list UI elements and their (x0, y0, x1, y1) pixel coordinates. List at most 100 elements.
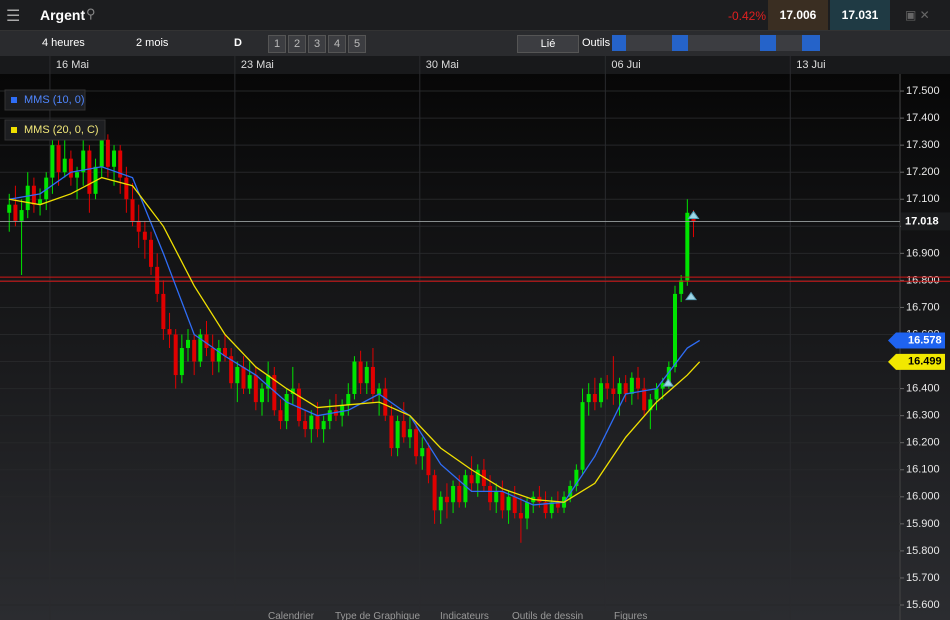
candle-body (358, 361, 363, 384)
candle-body (13, 204, 18, 221)
candle-body (444, 496, 449, 503)
candle-body (407, 429, 412, 438)
slot[interactable]: 3 (308, 35, 326, 53)
candle-body (19, 210, 24, 221)
alert-marker (662, 378, 675, 387)
candle-body (432, 475, 437, 511)
candle-body (494, 491, 499, 503)
menu-icon[interactable]: ☰ (6, 8, 21, 25)
y-tick-label: 16.100 (906, 464, 940, 476)
y-tick-label: 16.900 (906, 247, 940, 259)
candle-body (198, 334, 203, 362)
candle-body (525, 502, 530, 519)
candle-body (401, 421, 406, 438)
tool-icons[interactable] (612, 35, 820, 51)
candle-body (673, 293, 677, 367)
candle-body (685, 212, 690, 281)
candle-body (223, 348, 227, 357)
range[interactable]: 2 mois (136, 37, 169, 49)
current-price-tag (901, 212, 950, 231)
candle-body (599, 383, 604, 403)
candle-body (389, 415, 394, 449)
candle-body (179, 348, 184, 376)
candle-body (555, 502, 560, 508)
price-tag (888, 353, 945, 370)
candle-body (617, 383, 622, 395)
bottom-item[interactable]: Outils de dessin (512, 611, 584, 620)
candle-body (475, 469, 480, 484)
candle-body (155, 266, 160, 294)
bottom-item[interactable]: Calendrier (268, 611, 315, 620)
slot[interactable]: 1 (268, 35, 286, 53)
interval[interactable]: 4 heures (42, 37, 85, 49)
candle-body (229, 356, 234, 384)
search-icon[interactable]: ⚲ (86, 6, 96, 21)
candle-body (241, 366, 246, 389)
candle-body (204, 334, 209, 349)
current-price-label: 17.018 (905, 215, 939, 227)
candle-body (38, 199, 43, 205)
slot[interactable]: 5 (348, 35, 366, 53)
window-icons[interactable]: ▣ ✕ (905, 8, 930, 22)
candle-body (488, 485, 493, 503)
y-tick-label: 16.300 (906, 410, 940, 422)
legend-label: MMS (20, 0, C) (24, 124, 99, 136)
candle-body (636, 377, 641, 389)
candle-body (75, 172, 80, 178)
bottom-item[interactable]: Figures (614, 611, 648, 620)
slot[interactable]: 2 (288, 35, 306, 53)
candle-body (611, 388, 616, 395)
alert-marker (685, 291, 697, 301)
candle-body (112, 150, 117, 167)
candle-body (549, 502, 554, 514)
y-tick-label: 17.500 (906, 85, 940, 97)
price-tag-label: 16.499 (908, 356, 942, 368)
candle-body (321, 421, 326, 430)
y-tick-label: 17.300 (906, 139, 940, 151)
candle-body (506, 496, 511, 511)
candle-body (216, 348, 221, 362)
slot[interactable]: 4 (328, 35, 346, 53)
candle-body (105, 139, 110, 167)
y-tick-label: 16.000 (906, 491, 940, 503)
candle-body (580, 402, 585, 470)
candle-body (512, 496, 517, 514)
sell-price[interactable]: 17.006 (768, 0, 828, 30)
bottom-item[interactable]: Indicateurs (440, 611, 489, 620)
x-tick-label: 23 Mai (241, 59, 274, 71)
candle-body (666, 366, 671, 384)
candle-body (303, 421, 308, 430)
candle-body (426, 448, 431, 476)
tools-label[interactable]: Outils (582, 37, 611, 49)
candle-body (149, 239, 154, 267)
candle-body (50, 145, 55, 178)
candle-body (247, 375, 252, 389)
candle-body (210, 348, 215, 362)
bottom-item[interactable]: Type de Graphique (335, 611, 421, 620)
candle-body (142, 231, 147, 240)
candle-body (173, 334, 178, 376)
x-tick-label: 06 Jui (611, 59, 640, 71)
candle-body (642, 388, 647, 411)
candle-body (568, 485, 573, 497)
candle-body (130, 199, 135, 221)
candle-body (186, 339, 191, 349)
candle-body (518, 513, 523, 519)
y-tick-label: 15.600 (906, 599, 940, 611)
candle-body (161, 293, 166, 330)
candle-body (414, 429, 419, 457)
candle-body (315, 415, 320, 430)
candle-body (438, 496, 443, 511)
candle-body (364, 366, 369, 384)
candle-body (420, 448, 425, 457)
mode[interactable]: D (234, 37, 242, 49)
candle-body (296, 388, 301, 422)
y-tick-label: 16.200 (906, 437, 940, 449)
bottom-bar: Calendrier Type de Graphique Indicateurs… (180, 611, 760, 620)
candle-body (574, 469, 579, 486)
link-button[interactable]: Lié (517, 35, 579, 53)
candle-body (395, 421, 400, 449)
buy-price[interactable]: 17.031 (830, 0, 890, 30)
candle-body (124, 177, 129, 200)
candle-body (586, 394, 591, 403)
